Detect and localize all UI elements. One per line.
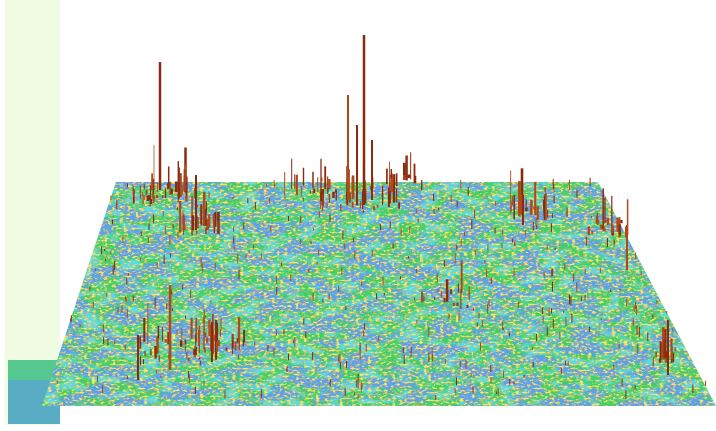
spikes bbox=[56, 35, 706, 400]
side-strip bbox=[5, 0, 60, 425]
